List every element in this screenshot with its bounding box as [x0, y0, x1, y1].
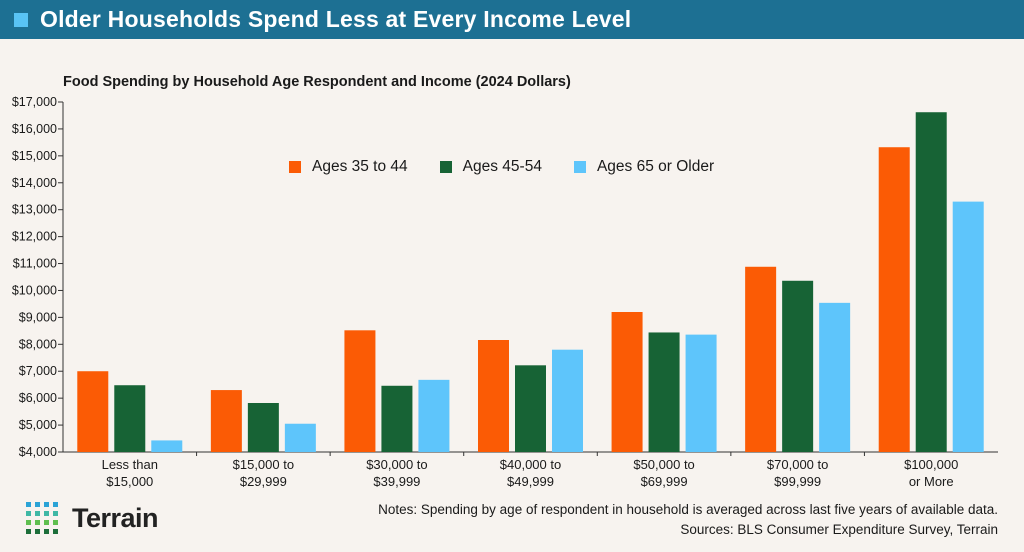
y-tick-label: $5,000: [19, 418, 57, 432]
chart-legend: Ages 35 to 44 Ages 45-54 Ages 65 or Olde…: [289, 158, 746, 176]
x-tick-label: $30,000 to: [366, 457, 427, 472]
bar-ages-45-54: [381, 385, 413, 452]
bar-ages-45-54: [114, 385, 146, 452]
bar-ages-65-older: [284, 423, 316, 452]
bar-ages-65-older: [151, 440, 183, 452]
terrain-logo-grid-icon: [26, 502, 58, 534]
x-tick-label: $69,999: [641, 474, 688, 489]
y-tick-label: $11,000: [13, 257, 57, 271]
terrain-logo: Terrain: [26, 502, 159, 534]
x-tick-label: $15,000 to: [233, 457, 294, 472]
bar-ages-35-44: [745, 266, 777, 452]
x-tick-label: $70,000 to: [767, 457, 828, 472]
bar-chart: $4,000 $5,000 $6,000 $7,000 $8,000 $9,000 $10,…: [12, 95, 998, 489]
bar-ages-35-44: [77, 371, 109, 452]
chart-title: Food Spending by Household Age Responden…: [63, 74, 571, 90]
legend-item-ages-65-older: Ages 65 or Older: [573, 158, 715, 176]
footnotes: Notes: Spending by age of respondent in …: [378, 500, 998, 540]
header-banner: Older Households Spend Less at Every Inc…: [0, 0, 1024, 39]
x-tick-label: $15,000: [106, 474, 153, 489]
legend-swatch-blue-icon: [573, 161, 586, 173]
x-tick-label: Less than: [102, 457, 158, 472]
sources-text: Sources: BLS Consumer Expenditure Survey…: [680, 522, 998, 537]
bar-ages-65-older: [952, 201, 984, 452]
y-tick-label: $14,000: [12, 176, 57, 190]
y-tick-label: $13,000: [12, 203, 57, 217]
bar-ages-65-older: [418, 379, 450, 452]
x-tick-label: $50,000 to: [633, 457, 694, 472]
x-tick-label: $49,999: [507, 474, 554, 489]
y-tick-label: $17,000: [12, 95, 57, 109]
bar-ages-45-54: [515, 365, 546, 452]
legend-swatch-orange-icon: [289, 161, 301, 173]
notes-text: Notes: Spending by age of respondent in …: [378, 502, 998, 517]
x-tick-label: $39,999: [373, 474, 420, 489]
bar-ages-45-54: [247, 403, 279, 452]
bar-ages-35-44: [478, 340, 509, 452]
page-title: Older Households Spend Less at Every Inc…: [40, 6, 632, 32]
x-tick-label: $99,999: [774, 474, 821, 489]
legend-label: Ages 65 or Older: [596, 158, 715, 175]
legend-swatch-green-icon: [439, 161, 452, 173]
y-tick-label: $8,000: [19, 337, 57, 351]
bar-ages-35-44: [344, 330, 376, 452]
accent-square-icon: [14, 12, 28, 27]
bar-ages-65-older: [819, 302, 851, 452]
bar-ages-65-older: [552, 349, 583, 452]
y-tick-label: $6,000: [19, 391, 57, 405]
bar-ages-35-44: [878, 147, 910, 452]
legend-item-ages-35-44: Ages 35 to 44: [289, 158, 408, 176]
y-tick-label: $9,000: [19, 310, 57, 324]
x-tick-label: or More: [909, 474, 954, 489]
y-tick-label: $12,000: [12, 230, 57, 244]
legend-label: Ages 35 to 44: [312, 158, 408, 175]
bar-ages-35-44: [210, 390, 242, 452]
bar-ages-45-54: [915, 112, 947, 452]
y-tick-label: $15,000: [12, 149, 57, 163]
logo-text: Terrain: [72, 502, 159, 533]
y-tick-label: $4,000: [19, 445, 57, 459]
y-tick-label: $7,000: [19, 364, 57, 378]
bar-ages-65-older: [685, 334, 717, 452]
x-tick-label: $40,000 to: [500, 457, 561, 472]
bar-ages-45-54: [648, 332, 680, 452]
bar-ages-35-44: [611, 312, 643, 452]
x-tick-label: $29,999: [240, 474, 287, 489]
y-tick-label: $10,000: [12, 283, 57, 297]
legend-item-ages-45-54: Ages 45-54: [439, 158, 542, 176]
legend-label: Ages 45-54: [462, 158, 542, 175]
bar-ages-45-54: [782, 280, 814, 452]
x-tick-label: $100,000: [904, 457, 958, 472]
y-tick-label: $16,000: [12, 122, 57, 136]
